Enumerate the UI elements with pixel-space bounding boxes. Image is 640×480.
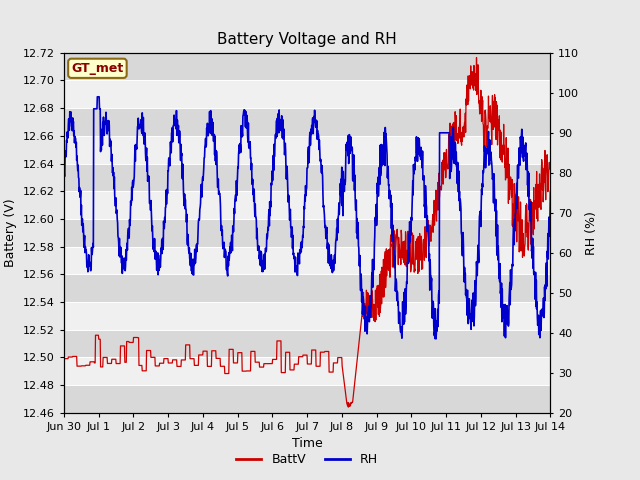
Bar xyxy=(64,81,550,108)
Bar xyxy=(64,53,550,81)
Bar xyxy=(64,219,550,247)
Y-axis label: Battery (V): Battery (V) xyxy=(4,199,17,267)
Bar xyxy=(64,108,550,136)
Bar xyxy=(64,164,550,191)
Bar xyxy=(64,136,550,164)
Bar xyxy=(64,302,550,330)
Legend: BattV, RH: BattV, RH xyxy=(232,448,383,471)
Bar xyxy=(64,330,550,358)
Y-axis label: RH (%): RH (%) xyxy=(584,211,598,255)
Bar xyxy=(64,358,550,385)
Bar xyxy=(64,247,550,275)
Text: GT_met: GT_met xyxy=(71,62,124,75)
Bar xyxy=(64,275,550,302)
Bar xyxy=(64,191,550,219)
Bar xyxy=(64,385,550,413)
Title: Battery Voltage and RH: Battery Voltage and RH xyxy=(218,33,397,48)
X-axis label: Time: Time xyxy=(292,437,323,450)
